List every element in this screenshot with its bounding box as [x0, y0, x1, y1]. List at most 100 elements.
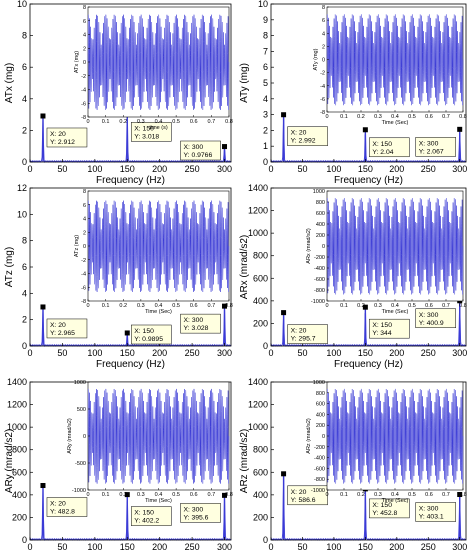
inset-y-tick-label: 800	[316, 391, 325, 397]
inset-y-axis-label: ATy (mg)	[313, 48, 319, 70]
inset-signal	[87, 388, 230, 484]
annotation-box	[415, 137, 456, 157]
annotation-y: Y: 2.067	[419, 148, 444, 155]
inset-x-tick-label: 0.4	[391, 114, 399, 120]
y-tick-label: 4	[22, 94, 27, 104]
y-tick-label: 9	[263, 15, 268, 25]
annotation-x: X: 20	[291, 130, 307, 137]
inset-y-tick-label: -200	[314, 255, 325, 261]
inset-x-tick-label: 0.2	[119, 303, 127, 309]
inset-y-tick-label: -2	[81, 74, 86, 80]
y-tick-label: 400	[12, 490, 27, 500]
peak-marker	[40, 483, 46, 489]
x-tick-label: 150	[358, 164, 373, 174]
annotation-y: Y: 0.9766	[184, 152, 213, 159]
y-tick-label: 10	[17, 209, 27, 219]
y-axis-label: ARx (mrad/s2)	[239, 235, 250, 299]
annotation-x: X: 300	[419, 506, 439, 513]
annotation-x: X: 20	[50, 501, 66, 508]
inset-y-tick-label: 8	[83, 189, 86, 195]
y-tick-label: 2	[22, 125, 27, 135]
x-tick-label: 300	[452, 542, 467, 551]
annotation-box	[131, 506, 172, 526]
peak-annotation: X: 20Y: 2.965	[46, 318, 88, 339]
inset-y-tick-label: 4	[83, 217, 86, 223]
annotation-box	[369, 498, 410, 519]
annotation-box	[46, 497, 88, 517]
y-tick-label: 0	[22, 535, 27, 545]
inset-y-tick-label: 0	[322, 58, 325, 64]
x-tick-label: 0	[27, 164, 32, 174]
annotation-x: X: 300	[184, 506, 204, 513]
annotation-y: Y: 452.8	[372, 510, 397, 517]
inset-x-tick-label: 0.8	[459, 303, 467, 309]
inset-x-tick-label: 0.5	[172, 119, 180, 125]
chart-panel-2: 0 50 100 150 200 250 300012345678910Frequency …	[239, 0, 467, 186]
annotation-box	[287, 485, 328, 506]
y-tick-label: 3	[263, 110, 268, 120]
inset-time-plot: 0 0.1 0.2 0.3 0.4 0.5 0.6 0.7 0.8 -8 -6 -4 -2 0 2 4 6 8 Ti…	[313, 5, 467, 126]
x-tick-label: 300	[217, 542, 232, 551]
inset-y-tick-label: 600	[316, 402, 325, 408]
inset-y-tick-label: -8	[81, 115, 86, 121]
x-tick-label: 300	[452, 164, 467, 174]
x-tick-label: 250	[421, 164, 436, 174]
annotation-y: Y: 482.8	[50, 509, 75, 516]
inset-y-tick-label: 6	[83, 19, 86, 25]
inset-x-tick-label: 0.6	[190, 119, 198, 125]
inset-time-plot: 0 0.1 0.2 0.3 0.4 0.5 0.6 0.7 0.8 -1000 -800 -600 -4…	[306, 380, 467, 504]
inset-y-tick-label: 0	[83, 60, 86, 66]
y-tick-label: 1200	[7, 400, 27, 410]
inset-x-tick-label: 0.4	[155, 119, 163, 125]
y-tick-label: 200	[253, 512, 268, 522]
peak-marker	[222, 303, 228, 309]
inset-x-tick-label: 0.7	[442, 114, 450, 120]
x-tick-label: 150	[358, 542, 373, 551]
inset-y-tick-label: 400	[316, 222, 325, 228]
inset-y-tick-label: -6	[320, 97, 325, 103]
annotation-x: X: 150	[134, 125, 154, 132]
annotation-y: Y: 295.7	[291, 336, 316, 343]
inset-y-tick-label: 0	[83, 244, 86, 250]
inset-x-tick-label: 0.5	[408, 303, 416, 309]
y-tick-label: 1000	[248, 422, 268, 432]
y-axis-label: ATx (mg)	[4, 63, 15, 103]
inset-y-tick-label: -2	[320, 71, 325, 77]
peak-annotation: X: 20Y: 482.8	[46, 497, 88, 517]
spectrum-line	[29, 116, 232, 163]
inset-y-tick-label: -6	[81, 101, 86, 107]
peak-marker	[40, 304, 46, 310]
y-tick-label: 5	[263, 78, 268, 88]
peak-marker	[222, 492, 228, 498]
inset-x-tick-label: 0.1	[102, 303, 110, 309]
x-tick-label: 100	[87, 542, 102, 551]
spectrum-line	[29, 486, 232, 542]
inset-x-tick-label: 0	[325, 114, 328, 120]
inset-y-tick-label: -4	[81, 272, 86, 278]
x-tick-label: 300	[217, 164, 232, 174]
annotation-y: Y: 3.028	[184, 325, 209, 332]
inset-x-tick-label: 0.3	[374, 492, 382, 498]
x-tick-label: 0	[268, 164, 273, 174]
inset-x-axis-label: Time (Sec)	[382, 120, 409, 126]
inset-x-axis-label: Time (Sec)	[145, 309, 172, 315]
inset-x-tick-label: 0.6	[190, 303, 198, 309]
inset-x-tick-label: 0.7	[442, 492, 450, 498]
spectrum-line	[270, 474, 467, 542]
inset-signal	[87, 14, 230, 110]
annotation-box	[369, 137, 410, 158]
peak-marker	[362, 127, 368, 133]
inset-x-axis-label: Time (Sec)	[382, 498, 409, 504]
peak-marker	[457, 492, 463, 498]
y-tick-label: 400	[253, 490, 268, 500]
x-tick-label: 200	[152, 542, 167, 551]
inset-x-tick-label: 0.2	[357, 492, 365, 498]
inset-y-tick-label: 6	[322, 18, 325, 24]
inset-y-tick-label: -4	[81, 88, 86, 94]
inset-x-tick-label: 0.8	[225, 119, 233, 125]
